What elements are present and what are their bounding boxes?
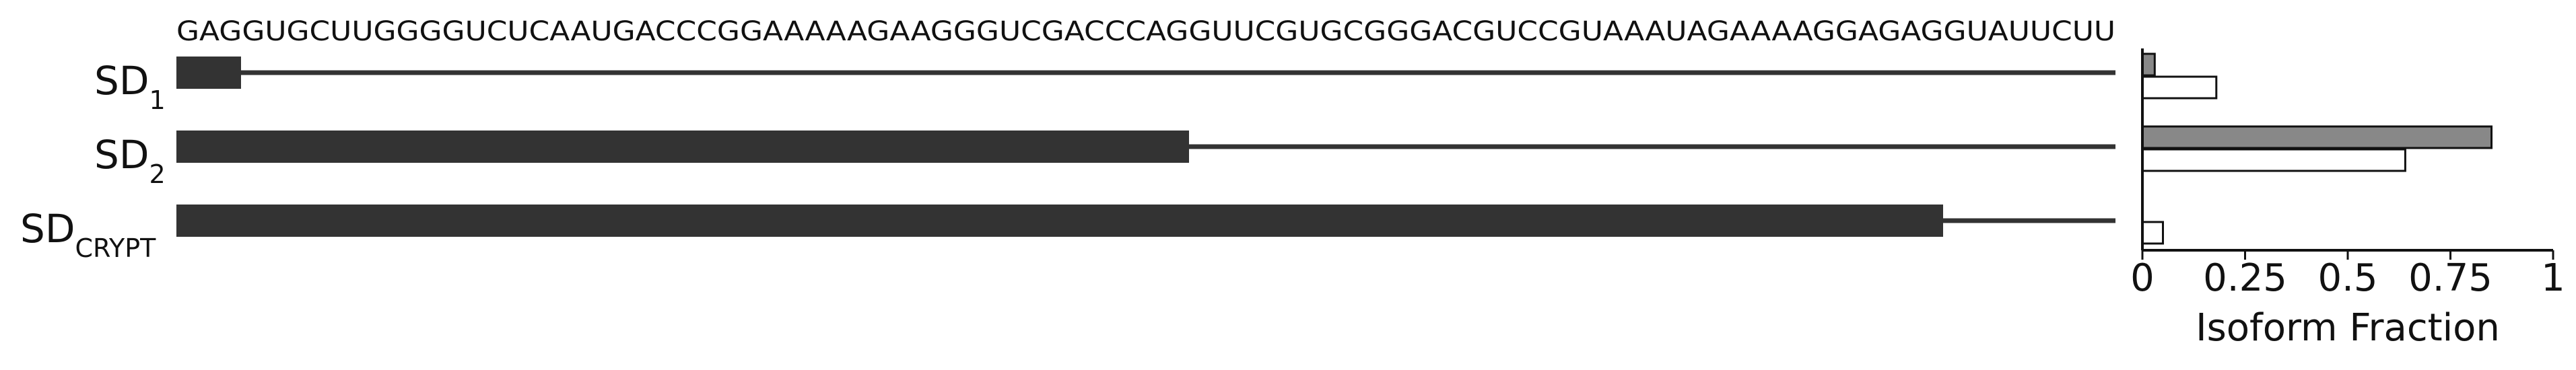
track-block (176, 57, 241, 89)
isoform-tracks (176, 57, 2115, 237)
isoform-fraction-chart: 0 0.25 0.5 0.75 1 Isoform Fraction (2130, 48, 2565, 350)
x-ticks: 0 0.25 0.5 0.75 1 (2130, 250, 2565, 300)
row-label-sd1-main: SD (94, 58, 149, 104)
track-block (176, 131, 1189, 163)
track-block (176, 205, 1943, 237)
sequence-label: GAGGUGCUUGGGGUCUCAAUGACCCGGAAAAAGAAGGGUC… (176, 16, 2115, 47)
row-label-sd1-subscript: 1 (149, 85, 165, 115)
x-tick-label: 0.25 (2203, 256, 2287, 300)
x-tick-label: 0.75 (2408, 256, 2493, 300)
row-label-sd1: SD1 (94, 58, 166, 115)
row-label-sdcrypt: SDCRYPT (20, 206, 156, 263)
x-tick-label: 0 (2130, 256, 2155, 300)
fraction-bar (2141, 221, 2164, 245)
row-label-sd2: SD2 (94, 132, 166, 189)
row-label-sd2-subscript: 2 (149, 159, 165, 189)
x-axis-title: Isoform Fraction (2196, 306, 2500, 350)
fraction-bar (2141, 125, 2493, 149)
x-tick-label: 1 (2541, 256, 2565, 300)
row-label-sd2-main: SD (94, 132, 149, 178)
x-tick-label: 0.5 (2317, 256, 2377, 300)
row-label-sdcrypt-main: SD (20, 206, 75, 252)
fraction-bar (2141, 75, 2218, 100)
row-label-sdcrypt-subscript: CRYPT (75, 233, 156, 263)
fraction-bar (2141, 148, 2406, 172)
fraction-bar (2141, 52, 2156, 77)
fraction-bars (2141, 52, 2493, 245)
